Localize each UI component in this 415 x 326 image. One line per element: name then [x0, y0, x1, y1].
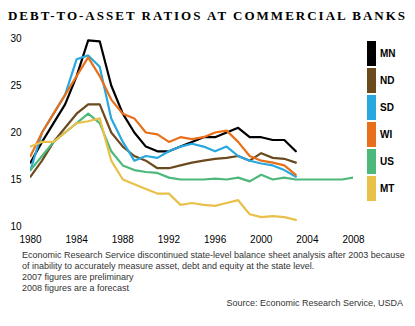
html-text:ND: ND — [380, 75, 395, 86]
svg-text:25: 25 — [10, 80, 22, 91]
svg-text:1992: 1992 — [158, 234, 181, 245]
html-text:US: US — [380, 156, 394, 167]
html-text:2008 figures are a forecast: 2008 figures are a forecast — [22, 283, 130, 293]
html-text:Economic Research Service disc: Economic Research Service discontinued s… — [22, 250, 405, 271]
svg-text:1980: 1980 — [19, 234, 42, 245]
svg-text:1984: 1984 — [66, 234, 89, 245]
svg-text:10: 10 — [10, 221, 22, 232]
svg-text:2000: 2000 — [250, 234, 273, 245]
html-text:DEBT-TO-ASSET RATIOS AT COMMER: DEBT-TO-ASSET RATIOS AT COMMERCIAL BANKS — [8, 8, 407, 23]
html-text:Source: Economic Research Serv: Source: Economic Research Service, USDA — [226, 298, 403, 308]
svg-text:1996: 1996 — [204, 234, 227, 245]
html-text:MN: MN — [380, 48, 396, 59]
svg-text:15: 15 — [10, 174, 22, 185]
svg-text:2004: 2004 — [296, 234, 319, 245]
html-text:WI: WI — [380, 129, 393, 140]
svg-text:20: 20 — [10, 127, 22, 138]
svg-text:2008: 2008 — [342, 234, 365, 245]
html-text:SD: SD — [380, 102, 394, 113]
svg-text:30: 30 — [10, 33, 22, 44]
svg-text:1988: 1988 — [112, 234, 135, 245]
html-text:2007 figures are preliminary: 2007 figures are preliminary — [22, 272, 134, 282]
html-text:MT: MT — [380, 183, 395, 194]
